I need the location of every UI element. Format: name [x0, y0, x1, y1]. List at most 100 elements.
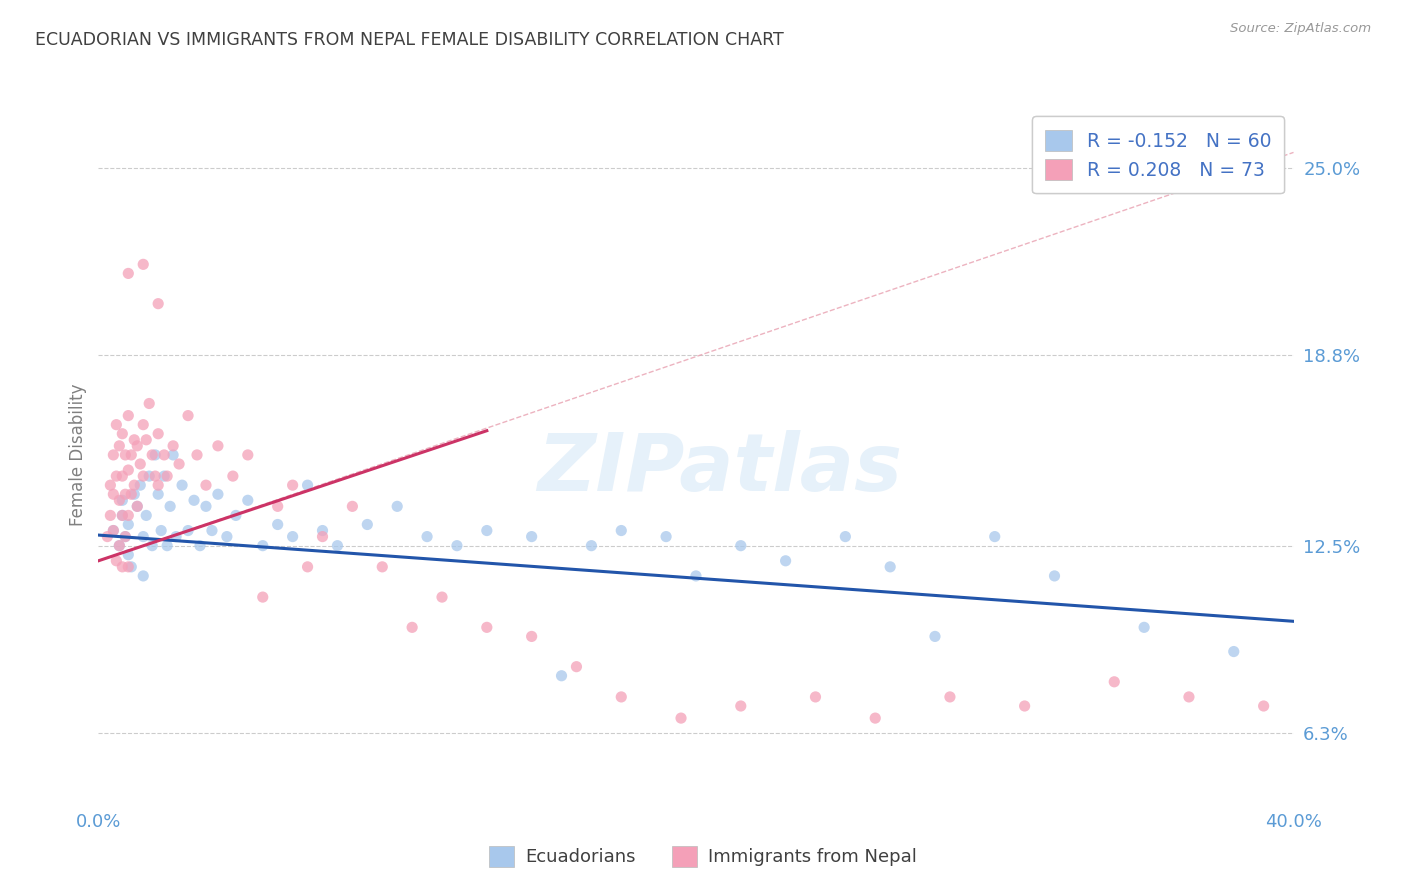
Point	[153, 448, 176, 462]
Point	[108, 439, 131, 453]
Point	[117, 463, 139, 477]
Point	[520, 530, 543, 544]
Point	[135, 508, 157, 523]
Point	[167, 457, 190, 471]
Point	[430, 590, 453, 604]
Point	[520, 629, 543, 643]
Point	[669, 711, 692, 725]
Point	[207, 439, 229, 453]
Point	[124, 487, 146, 501]
Point	[475, 524, 498, 538]
Point	[108, 493, 131, 508]
Point	[194, 500, 218, 514]
Point	[1178, 690, 1201, 704]
Point	[834, 530, 856, 544]
Point	[581, 539, 603, 553]
Point	[730, 698, 752, 713]
Point	[143, 469, 166, 483]
Point	[98, 478, 122, 492]
Point	[252, 590, 274, 604]
Point	[132, 530, 155, 544]
Point	[865, 711, 887, 725]
Point	[114, 530, 136, 544]
Point	[162, 439, 184, 453]
Point	[804, 690, 827, 704]
Point	[103, 524, 125, 538]
Point	[132, 417, 155, 432]
Point	[1104, 674, 1126, 689]
Point	[281, 478, 304, 492]
Point	[117, 559, 139, 574]
Point	[1223, 644, 1246, 658]
Point	[342, 500, 364, 514]
Point	[135, 433, 157, 447]
Point	[215, 530, 238, 544]
Point	[446, 539, 468, 553]
Point	[117, 409, 139, 423]
Point	[129, 457, 152, 471]
Point	[156, 469, 179, 483]
Point	[156, 539, 179, 553]
Point	[105, 417, 128, 432]
Point	[111, 426, 134, 441]
Point	[207, 487, 229, 501]
Point	[120, 559, 142, 574]
Point	[111, 469, 134, 483]
Text: ZIPatlas: ZIPatlas	[537, 430, 903, 508]
Point	[148, 487, 170, 501]
Point	[326, 539, 349, 553]
Point	[225, 508, 247, 523]
Point	[117, 267, 139, 281]
Point	[1133, 620, 1156, 634]
Point	[775, 554, 797, 568]
Point	[177, 524, 200, 538]
Point	[108, 539, 131, 553]
Point	[148, 478, 170, 492]
Point	[124, 478, 146, 492]
Point	[177, 409, 200, 423]
Point	[132, 257, 155, 271]
Point	[188, 539, 211, 553]
Point	[297, 478, 319, 492]
Point	[1253, 698, 1275, 713]
Point	[879, 559, 901, 574]
Point	[98, 508, 122, 523]
Point	[297, 559, 319, 574]
Point	[148, 296, 170, 310]
Point	[924, 629, 946, 643]
Point	[610, 524, 633, 538]
Point	[165, 530, 187, 544]
Point	[103, 448, 125, 462]
Point	[96, 530, 118, 544]
Point	[103, 487, 125, 501]
Point	[236, 448, 259, 462]
Point	[132, 469, 155, 483]
Point	[236, 493, 259, 508]
Point	[267, 500, 290, 514]
Point	[685, 569, 707, 583]
Point	[114, 530, 136, 544]
Point	[983, 530, 1005, 544]
Point	[150, 524, 173, 538]
Point	[111, 508, 134, 523]
Point	[730, 539, 752, 553]
Point	[565, 659, 588, 673]
Point	[371, 559, 394, 574]
Point	[143, 448, 166, 462]
Point	[111, 559, 134, 574]
Point	[117, 508, 139, 523]
Point	[183, 493, 205, 508]
Point	[132, 569, 155, 583]
Point	[222, 469, 245, 483]
Point	[105, 469, 128, 483]
Point	[129, 478, 152, 492]
Point	[141, 448, 163, 462]
Point	[401, 620, 423, 634]
Point	[416, 530, 439, 544]
Point	[127, 500, 149, 514]
Point	[356, 517, 378, 532]
Point	[311, 530, 333, 544]
Point	[939, 690, 962, 704]
Point	[186, 448, 208, 462]
Point	[610, 690, 633, 704]
